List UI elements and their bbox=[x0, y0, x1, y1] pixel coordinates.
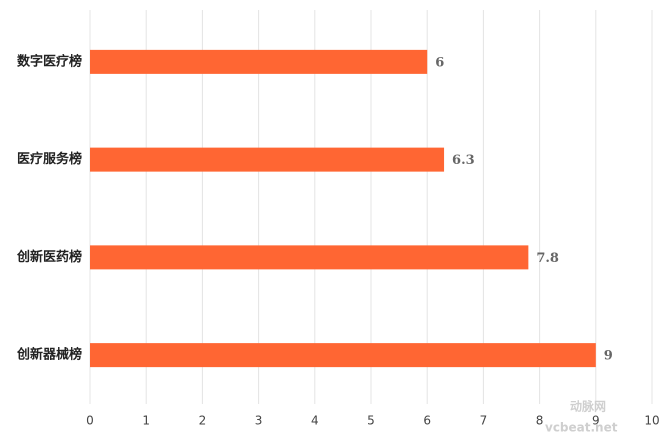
category-label: 数字医疗榜 bbox=[17, 53, 82, 69]
watermark: vcbeat.net bbox=[545, 421, 618, 435]
x-tick-label: 9 bbox=[592, 414, 600, 428]
bar bbox=[90, 343, 596, 368]
category-label: 创新器械榜 bbox=[16, 347, 82, 363]
x-tick-label: 5 bbox=[367, 414, 375, 428]
value-label: 6.3 bbox=[452, 153, 475, 168]
value-label: 6 bbox=[435, 55, 444, 70]
x-tick-label: 2 bbox=[199, 414, 207, 428]
value-label: 7.8 bbox=[536, 251, 559, 266]
x-tick-label: 7 bbox=[480, 414, 488, 428]
bar bbox=[90, 147, 445, 172]
x-tick-label: 1 bbox=[142, 414, 150, 428]
x-tick-label: 0 bbox=[86, 414, 94, 428]
x-tick-label: 3 bbox=[255, 414, 263, 428]
value-label: 9 bbox=[604, 349, 613, 364]
x-tick-label: 8 bbox=[536, 414, 544, 428]
bar bbox=[90, 49, 428, 74]
category-label: 医疗服务榜 bbox=[17, 151, 82, 167]
x-tick-label: 10 bbox=[644, 414, 659, 428]
category-label: 创新医药榜 bbox=[16, 249, 82, 265]
watermark: 动脉网 bbox=[570, 399, 606, 414]
bar bbox=[90, 245, 529, 270]
x-tick-label: 4 bbox=[311, 414, 319, 428]
x-tick-label: 6 bbox=[423, 414, 431, 428]
